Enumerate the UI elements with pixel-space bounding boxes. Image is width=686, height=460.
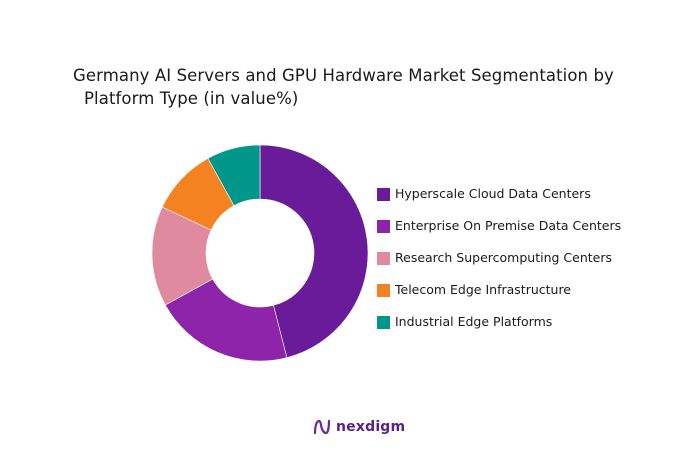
- legend-label: Enterprise On Premise Data Centers: [395, 218, 622, 233]
- nexdigm-logo-icon: [313, 419, 331, 435]
- chart-title-line-2: Platform Type (in value%): [84, 89, 299, 108]
- brand-logo: nexdigm: [312, 417, 405, 437]
- slice-hyperscale: [259, 144, 369, 358]
- legend-swatch: [377, 188, 390, 201]
- legend-label: Industrial Edge Platforms: [395, 314, 553, 329]
- legend-item-hyperscale: Hyperscale Cloud Data Centers: [377, 183, 629, 215]
- brand-name: nexdigm: [336, 419, 406, 435]
- legend-label: Telecom Edge Infrastructure: [395, 282, 572, 297]
- legend-label: Hyperscale Cloud Data Centers: [395, 186, 591, 201]
- legend-item-industrial: Industrial Edge Platforms: [377, 311, 629, 343]
- legend-swatch: [377, 220, 390, 233]
- legend-item-research: Research Supercomputing Centers: [377, 247, 629, 279]
- chart-legend: Hyperscale Cloud Data Centers Enterprise…: [377, 183, 677, 343]
- legend-label: Research Supercomputing Centers: [395, 250, 612, 265]
- legend-item-telecom: Telecom Edge Infrastructure: [377, 279, 629, 311]
- slice-enterprise: [164, 278, 288, 362]
- legend-swatch: [377, 316, 390, 329]
- chart-title-line-1: Germany AI Servers and GPU Hardware Mark…: [73, 66, 614, 85]
- legend-swatch: [377, 284, 390, 297]
- chart-title: Germany AI Servers and GPU Hardware Mark…: [60, 64, 660, 110]
- legend-item-enterprise: Enterprise On Premise Data Centers: [377, 215, 629, 247]
- slice-industrial: [207, 144, 261, 207]
- legend-swatch: [377, 252, 390, 265]
